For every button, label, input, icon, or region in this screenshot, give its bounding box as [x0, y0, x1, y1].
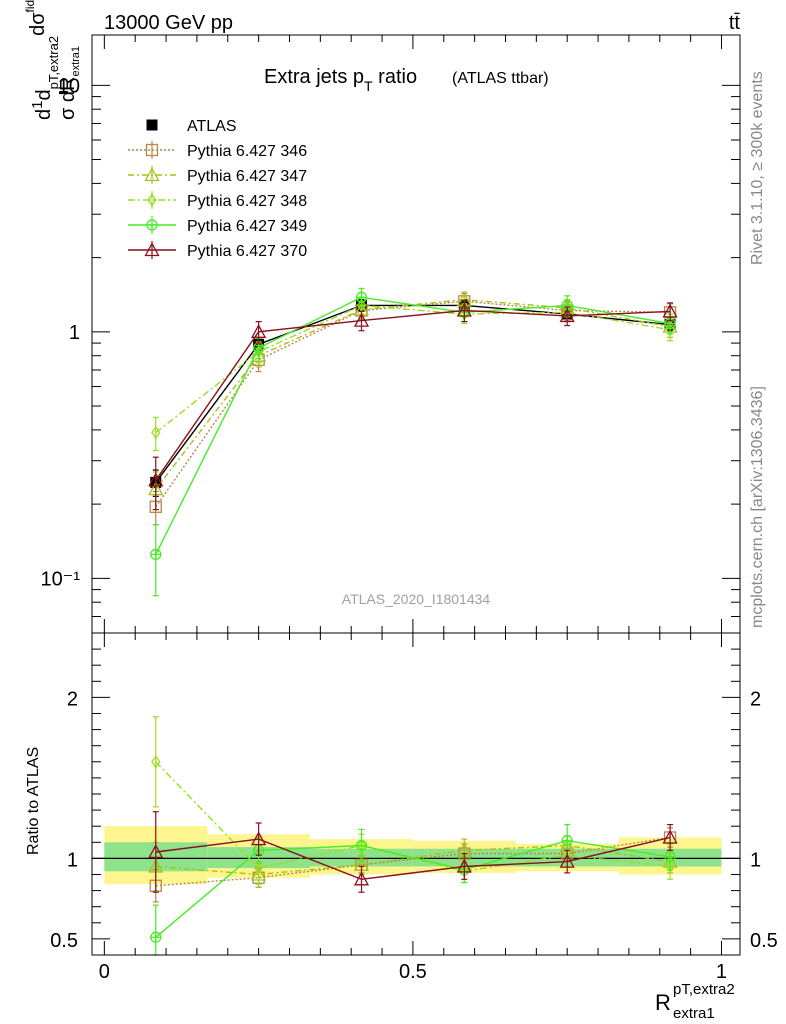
legend-label: Pythia 6.427 346 — [187, 143, 307, 160]
ratio-y-tick-label-right: 1 — [750, 849, 761, 871]
legend-marker — [145, 143, 159, 157]
series-2 — [148, 291, 678, 511]
series-4 — [148, 811, 678, 893]
series-line — [155, 839, 671, 938]
main-title-text: Extra jets p — [264, 66, 364, 88]
series-1 — [149, 292, 677, 526]
series-0 — [150, 299, 676, 497]
legend: ATLAS Pythia 6.427 346 Pythia 6.427 347 Pyt… — [128, 118, 307, 260]
series-line — [155, 844, 671, 876]
legend-label: Pythia 6.427 348 — [187, 193, 307, 210]
series-line — [155, 309, 671, 481]
ratio-y-tick-label: 2 — [67, 688, 78, 710]
data-point — [252, 342, 265, 354]
legend-marker — [146, 219, 158, 231]
svg-text:d1dpT,extra2dσfid: d1dpT,extra2dσfid — [23, 0, 61, 120]
legend-entry: ATLAS — [146, 118, 237, 135]
main-y-axis-label: d1dpT,extra2dσfid σ dRextra1 — [23, 0, 82, 120]
data-point — [151, 755, 161, 769]
series-line — [155, 304, 671, 483]
x-axis-label-sub: extra1 — [673, 1005, 715, 1022]
legend-entry: Pythia 6.427 349 — [128, 216, 307, 235]
analysis-watermark: ATLAS_2020_I1801434 — [342, 591, 491, 607]
data-point — [355, 839, 368, 852]
energy-label: 13000 GeV pp — [104, 12, 233, 34]
series-line — [155, 836, 671, 881]
process-label: tt̄ — [729, 12, 741, 34]
x-axis-label-sup: pT,extra2 — [673, 981, 735, 998]
main-title-small: (ATLAS ttbar) — [452, 70, 549, 87]
ratio-y-tick-label-right: 0.5 — [750, 930, 778, 952]
main-title-rest: ratio — [373, 66, 417, 88]
ratio-y-axis-label: Ratio to ATLAS — [25, 747, 42, 855]
data-point — [662, 303, 678, 318]
legend-marker — [147, 193, 157, 207]
rivet-label: Rivet 3.1.10, ≥ 300k events — [749, 71, 766, 265]
ratio-panel-axes: 0.5 0.5 1 1 2 2 0 0.5 1 — [50, 632, 778, 983]
data-point — [559, 853, 575, 868]
data-point — [150, 548, 162, 561]
legend-entry: Pythia 6.427 347 — [128, 166, 307, 185]
data-point — [253, 861, 264, 875]
x-tick-label: 1 — [716, 961, 727, 983]
data-point — [559, 308, 575, 323]
data-point — [664, 851, 676, 863]
legend-label: ATLAS — [187, 118, 237, 135]
series-line — [155, 298, 671, 490]
data-point — [148, 472, 164, 487]
series-4 — [150, 287, 676, 597]
legend-marker — [144, 167, 160, 182]
y-tick-label: 10 — [58, 75, 80, 97]
series-line — [155, 836, 671, 887]
main-title-subscript: T — [364, 78, 373, 94]
data-point — [251, 831, 267, 846]
x-tick-label: 0.5 — [399, 961, 427, 983]
main-panel-series — [148, 287, 678, 597]
legend-entry: Pythia 6.427 346 — [128, 141, 307, 160]
data-point — [662, 829, 678, 844]
data-point — [561, 835, 573, 847]
x-axis-label-main: R — [655, 990, 671, 1015]
legend-entry: Pythia 6.427 348 — [128, 191, 307, 210]
series-5 — [148, 299, 678, 511]
data-point — [151, 425, 161, 440]
data-point — [148, 844, 164, 859]
main-panel-axes: 10 1 10⁻¹ — [41, 35, 740, 634]
data-point — [665, 859, 675, 874]
data-point — [353, 312, 370, 327]
y-tick-label: 10⁻¹ — [41, 568, 81, 590]
x-axis-label: R pT,extra2 extra1 — [655, 981, 735, 1022]
data-point — [355, 291, 368, 303]
x-tick-label: 0 — [99, 961, 110, 983]
legend-label: Pythia 6.427 347 — [187, 168, 307, 185]
legend-entry: Pythia 6.427 370 — [128, 241, 307, 260]
series-line — [155, 296, 671, 555]
data-point — [150, 931, 162, 943]
legend-marker — [144, 242, 160, 257]
mcplots-label: mcplots.cern.ch [arXiv:1306.3436] — [749, 386, 766, 628]
data-point — [456, 858, 472, 873]
ratio-y-tick-label: 0.5 — [50, 930, 78, 952]
legend-label: Pythia 6.427 349 — [187, 218, 307, 235]
ratio-panel-bands — [104, 826, 722, 885]
series-line — [155, 300, 671, 508]
ratio-y-tick-label-right: 2 — [750, 688, 761, 710]
data-point — [456, 302, 472, 317]
main-title: Extra jets pT ratio — [264, 66, 417, 94]
ratio-panel-frame — [91, 632, 741, 956]
legend-label: Pythia 6.427 370 — [187, 243, 307, 260]
y-tick-label: 1 — [69, 322, 80, 344]
data-point — [353, 871, 370, 886]
ratio-y-tick-label: 1 — [67, 849, 78, 871]
legend-marker — [146, 119, 158, 131]
ratio-panel-series — [148, 716, 678, 956]
data-point — [251, 323, 267, 338]
